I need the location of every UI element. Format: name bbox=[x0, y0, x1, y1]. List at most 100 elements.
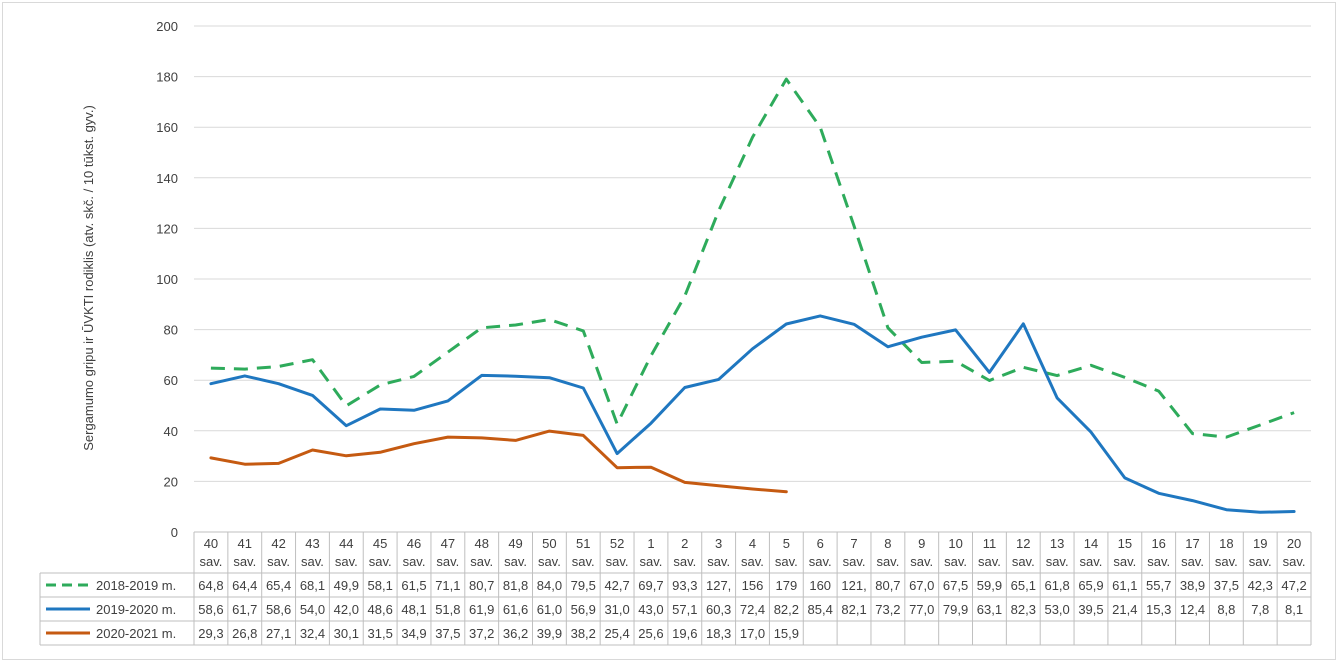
table-cell: 60,3 bbox=[706, 602, 731, 617]
x-tick-label: 10 bbox=[948, 536, 962, 551]
table-cell: 79,5 bbox=[571, 578, 596, 593]
x-tick-label: 1 bbox=[647, 536, 654, 551]
table-cell: 57,1 bbox=[672, 602, 697, 617]
x-tick-label: 49 bbox=[508, 536, 522, 551]
table-cell: 27,1 bbox=[266, 626, 291, 641]
table-cell: 73,2 bbox=[875, 602, 900, 617]
table-cell: 47,2 bbox=[1281, 578, 1306, 593]
y-tick-label: 0 bbox=[171, 525, 178, 540]
table-cell: 32,4 bbox=[300, 626, 325, 641]
x-tick-sublabel: sav. bbox=[775, 554, 798, 569]
table-cell: 39,5 bbox=[1078, 602, 1103, 617]
x-tick-sublabel: sav. bbox=[436, 554, 459, 569]
x-tick-sublabel: sav. bbox=[673, 554, 696, 569]
x-tick-sublabel: sav. bbox=[1046, 554, 1069, 569]
table-cell: 82,1 bbox=[841, 602, 866, 617]
x-tick-label: 15 bbox=[1118, 536, 1132, 551]
table-cell: 61,9 bbox=[469, 602, 494, 617]
table-cell: 26,8 bbox=[232, 626, 257, 641]
x-tick-label: 40 bbox=[204, 536, 218, 551]
x-tick-label: 19 bbox=[1253, 536, 1267, 551]
table-cell: 179 bbox=[775, 578, 797, 593]
table-cell: 93,3 bbox=[672, 578, 697, 593]
x-tick-label: 44 bbox=[339, 536, 353, 551]
table-cell: 48,6 bbox=[368, 602, 393, 617]
x-tick-label: 14 bbox=[1084, 536, 1098, 551]
table-cell: 84,0 bbox=[537, 578, 562, 593]
table-cell: 53,0 bbox=[1044, 602, 1069, 617]
x-tick-sublabel: sav. bbox=[1012, 554, 1035, 569]
table-cell: 38,9 bbox=[1180, 578, 1205, 593]
x-tick-label: 12 bbox=[1016, 536, 1030, 551]
x-tick-sublabel: sav. bbox=[1215, 554, 1238, 569]
table-cell: 127, bbox=[706, 578, 731, 593]
table-cell: 61,0 bbox=[537, 602, 562, 617]
table-cell: 17,0 bbox=[740, 626, 765, 641]
table-cell: 67,5 bbox=[943, 578, 968, 593]
x-tick-sublabel: sav. bbox=[1283, 554, 1306, 569]
x-tick-sublabel: sav. bbox=[301, 554, 324, 569]
x-tick-sublabel: sav. bbox=[199, 554, 222, 569]
table-cell: 156 bbox=[742, 578, 764, 593]
table-cell: 72,4 bbox=[740, 602, 765, 617]
table-cell: 25,6 bbox=[638, 626, 663, 641]
y-tick-label: 180 bbox=[156, 70, 178, 85]
table-cell: 37,5 bbox=[435, 626, 460, 641]
x-tick-label: 3 bbox=[715, 536, 722, 551]
table-cell: 61,7 bbox=[232, 602, 257, 617]
table-cell: 77,0 bbox=[909, 602, 934, 617]
x-tick-label: 47 bbox=[441, 536, 455, 551]
table-cell: 64,4 bbox=[232, 578, 257, 593]
x-tick-sublabel: sav. bbox=[910, 554, 933, 569]
table-cell: 59,9 bbox=[977, 578, 1002, 593]
table-cell: 82,3 bbox=[1011, 602, 1036, 617]
table-cell: 39,9 bbox=[537, 626, 562, 641]
y-axis-label: Sergamumo gripu ir ŪVKTI rodiklis (atv. … bbox=[81, 105, 96, 451]
x-tick-label: 9 bbox=[918, 536, 925, 551]
table-cell: 71,1 bbox=[435, 578, 460, 593]
x-tick-sublabel: sav. bbox=[572, 554, 595, 569]
table-cell: 58,1 bbox=[368, 578, 393, 593]
x-tick-sublabel: sav. bbox=[606, 554, 629, 569]
table-cell: 19,6 bbox=[672, 626, 697, 641]
table-cell: 48,1 bbox=[401, 602, 426, 617]
x-tick-sublabel: sav. bbox=[1147, 554, 1170, 569]
x-tick-label: 6 bbox=[817, 536, 824, 551]
table-cell: 80,7 bbox=[469, 578, 494, 593]
x-tick-label: 48 bbox=[474, 536, 488, 551]
table-cell: 18,3 bbox=[706, 626, 731, 641]
table-cell: 8,1 bbox=[1285, 602, 1303, 617]
table-cell: 61,1 bbox=[1112, 578, 1137, 593]
table-cell: 81,8 bbox=[503, 578, 528, 593]
x-tick-sublabel: sav. bbox=[538, 554, 561, 569]
table-cell: 63,1 bbox=[977, 602, 1002, 617]
x-tick-label: 4 bbox=[749, 536, 756, 551]
table-cell: 38,2 bbox=[571, 626, 596, 641]
y-tick-label: 60 bbox=[164, 373, 178, 388]
series-line-1 bbox=[210, 77, 1295, 439]
x-tick-sublabel: sav. bbox=[944, 554, 967, 569]
table-cell: 49,9 bbox=[334, 578, 359, 593]
table-cell: 29,3 bbox=[198, 626, 223, 641]
table-cell: 7,8 bbox=[1251, 602, 1269, 617]
y-tick-label: 140 bbox=[156, 171, 178, 186]
table-cell: 65,4 bbox=[266, 578, 291, 593]
x-tick-sublabel: sav. bbox=[741, 554, 764, 569]
table-cell: 61,6 bbox=[503, 602, 528, 617]
x-tick-sublabel: sav. bbox=[267, 554, 290, 569]
table-cell: 54,0 bbox=[300, 602, 325, 617]
table-cell: 69,7 bbox=[638, 578, 663, 593]
x-tick-label: 50 bbox=[542, 536, 556, 551]
table-cell: 42,0 bbox=[334, 602, 359, 617]
table-cell: 56,9 bbox=[571, 602, 596, 617]
x-tick-label: 11 bbox=[983, 536, 997, 551]
x-tick-label: 17 bbox=[1185, 536, 1199, 551]
table-cell: 51,8 bbox=[435, 602, 460, 617]
x-tick-label: 52 bbox=[610, 536, 624, 551]
legend-label: 2019-2020 m. bbox=[96, 602, 176, 617]
x-tick-label: 18 bbox=[1219, 536, 1233, 551]
legend-label: 2018-2019 m. bbox=[96, 578, 176, 593]
x-tick-sublabel: sav. bbox=[1181, 554, 1204, 569]
x-tick-label: 46 bbox=[407, 536, 421, 551]
x-tick-sublabel: sav. bbox=[707, 554, 730, 569]
